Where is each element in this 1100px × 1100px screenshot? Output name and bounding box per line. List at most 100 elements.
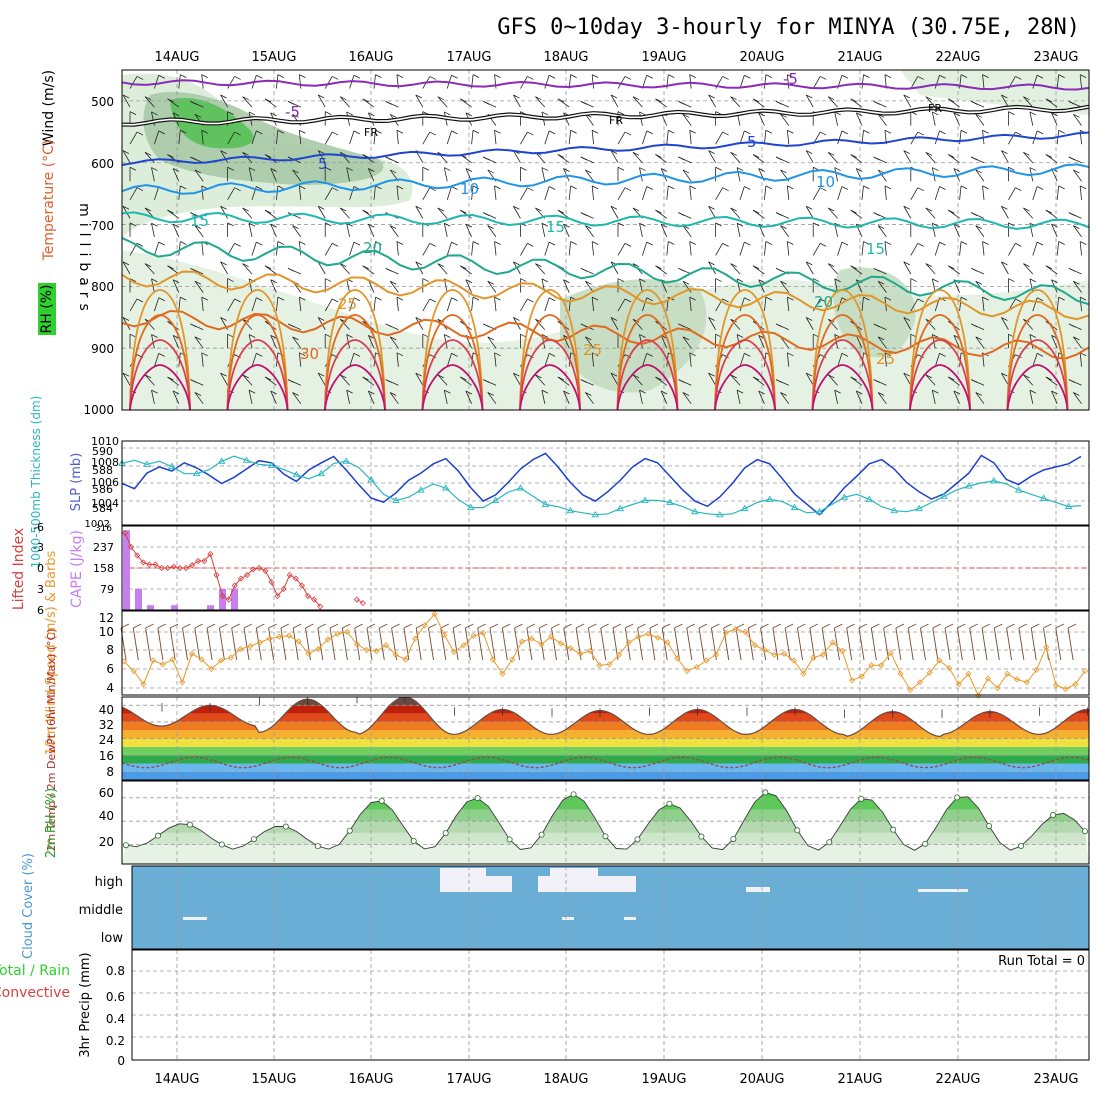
wind10m-barb-flag (895, 623, 905, 629)
wind-barb (934, 353, 940, 367)
wind-barb-flag (325, 222, 332, 227)
wind-barb-flag (227, 278, 234, 282)
wind10m-point (237, 645, 244, 653)
wind-barb-flag (624, 76, 632, 80)
date-label-bottom: 15AUG (251, 1072, 296, 1087)
rh-point (922, 840, 929, 847)
wind-barb (1079, 74, 1082, 89)
wind-barb (544, 186, 550, 200)
wind-barb-flag (190, 212, 197, 217)
wind-barb-flag (429, 242, 436, 247)
wind-barb-flag (828, 207, 835, 212)
precip-convective-label: Convective (0, 985, 70, 1001)
wind-ticks: 12 10 8 6 4 (99, 611, 114, 695)
wind-barb (585, 392, 594, 405)
diurnal-contour (226, 289, 289, 410)
wind-barb-flag (960, 241, 968, 245)
wind-barb (324, 187, 333, 201)
contour-label-25: 25 (876, 350, 895, 368)
li-point (311, 596, 318, 603)
wind10m-barb-flag (1018, 623, 1028, 629)
wind-barb-flag (877, 225, 885, 229)
wind-barb-flag (429, 76, 436, 80)
wind10m-barb-flag (735, 623, 745, 629)
wind-barb-flag (765, 74, 773, 78)
wind-barb-flag (820, 298, 827, 303)
contour-label-20: 20 (363, 239, 382, 257)
wind-barb-flag (828, 151, 835, 156)
wind-barb-flag (925, 96, 933, 101)
wind-barb (689, 185, 692, 200)
wind10m-barb (895, 627, 902, 661)
wind-barb-flag (689, 185, 696, 190)
wind-barb-flag (483, 379, 490, 383)
wind-barb-flag (678, 379, 685, 383)
wind-barb (494, 130, 497, 145)
wind-barb-flag (903, 372, 910, 377)
contour-label-10: 10 (816, 173, 835, 191)
wind10m-barb-flag (944, 623, 954, 629)
wind-barb-flag (591, 74, 599, 78)
wind-barb (715, 131, 723, 145)
wind-barb (298, 352, 302, 367)
wind-barb-flag (948, 265, 955, 270)
wind-barb (520, 298, 528, 312)
wind-barb (494, 297, 497, 312)
wind-barb (953, 112, 960, 126)
rh2m-axis-label: 2m RH (%) (44, 788, 59, 859)
wind-barb-flag (1008, 111, 1015, 115)
wind-barb-flag (953, 390, 961, 395)
wind-barb-flag (483, 323, 490, 328)
wind-barb (855, 279, 863, 293)
wind-barb-flag (256, 130, 263, 135)
wind-barb-flag (610, 94, 618, 99)
wind-barb (471, 297, 474, 312)
wind-barb (201, 130, 204, 145)
wind-barb (270, 223, 277, 238)
wind-barb (248, 390, 253, 404)
li-tick: 3 (37, 583, 44, 596)
wind-barb-flag (375, 185, 382, 190)
wind-barb (736, 390, 741, 404)
wind10m-barb (735, 627, 742, 661)
wind10m-point (305, 650, 312, 657)
wind-barb-flag (299, 296, 306, 301)
wind-barb-flag (264, 265, 272, 270)
wind10m-barb (169, 627, 176, 661)
precip-tick: 0.8 (106, 964, 125, 978)
wind10m-point (722, 629, 729, 636)
diurnal-contour (714, 289, 776, 410)
wind-barb (925, 374, 936, 386)
wind-barb-flag (884, 352, 892, 357)
wind-barb (349, 130, 355, 145)
wind-barb-flag (903, 261, 910, 266)
wind-barb-flag (190, 267, 197, 272)
wind-barb (689, 74, 692, 89)
wind-barb-flag (841, 74, 849, 79)
wind-barb (837, 186, 843, 200)
wind-barb (194, 280, 204, 293)
wind-barb (780, 114, 790, 126)
wind-barb-flag (877, 280, 885, 285)
diurnal-contour (616, 339, 679, 410)
wind-barb (437, 374, 448, 386)
wind-barb (975, 392, 985, 405)
wind-barb (617, 131, 626, 145)
wind-barb (172, 335, 180, 349)
wind10m-point (499, 670, 506, 677)
wind-barb (591, 130, 594, 145)
wind-barb (931, 278, 936, 293)
wind-barb-flag (1029, 389, 1037, 394)
li-point (353, 596, 360, 603)
wind-barb (227, 131, 235, 145)
wind-barb (953, 223, 960, 238)
wind-barb-flag (617, 278, 625, 282)
wind-barb-flag (368, 223, 375, 228)
wind-barb-flag (548, 74, 556, 79)
wind-barb (877, 114, 887, 126)
wind-barb-flag (472, 185, 480, 190)
wind-barb (786, 74, 790, 89)
wind-barb (373, 74, 376, 89)
rh-legend-box (38, 283, 56, 335)
date-label-top: 23AUG (1033, 50, 1078, 65)
